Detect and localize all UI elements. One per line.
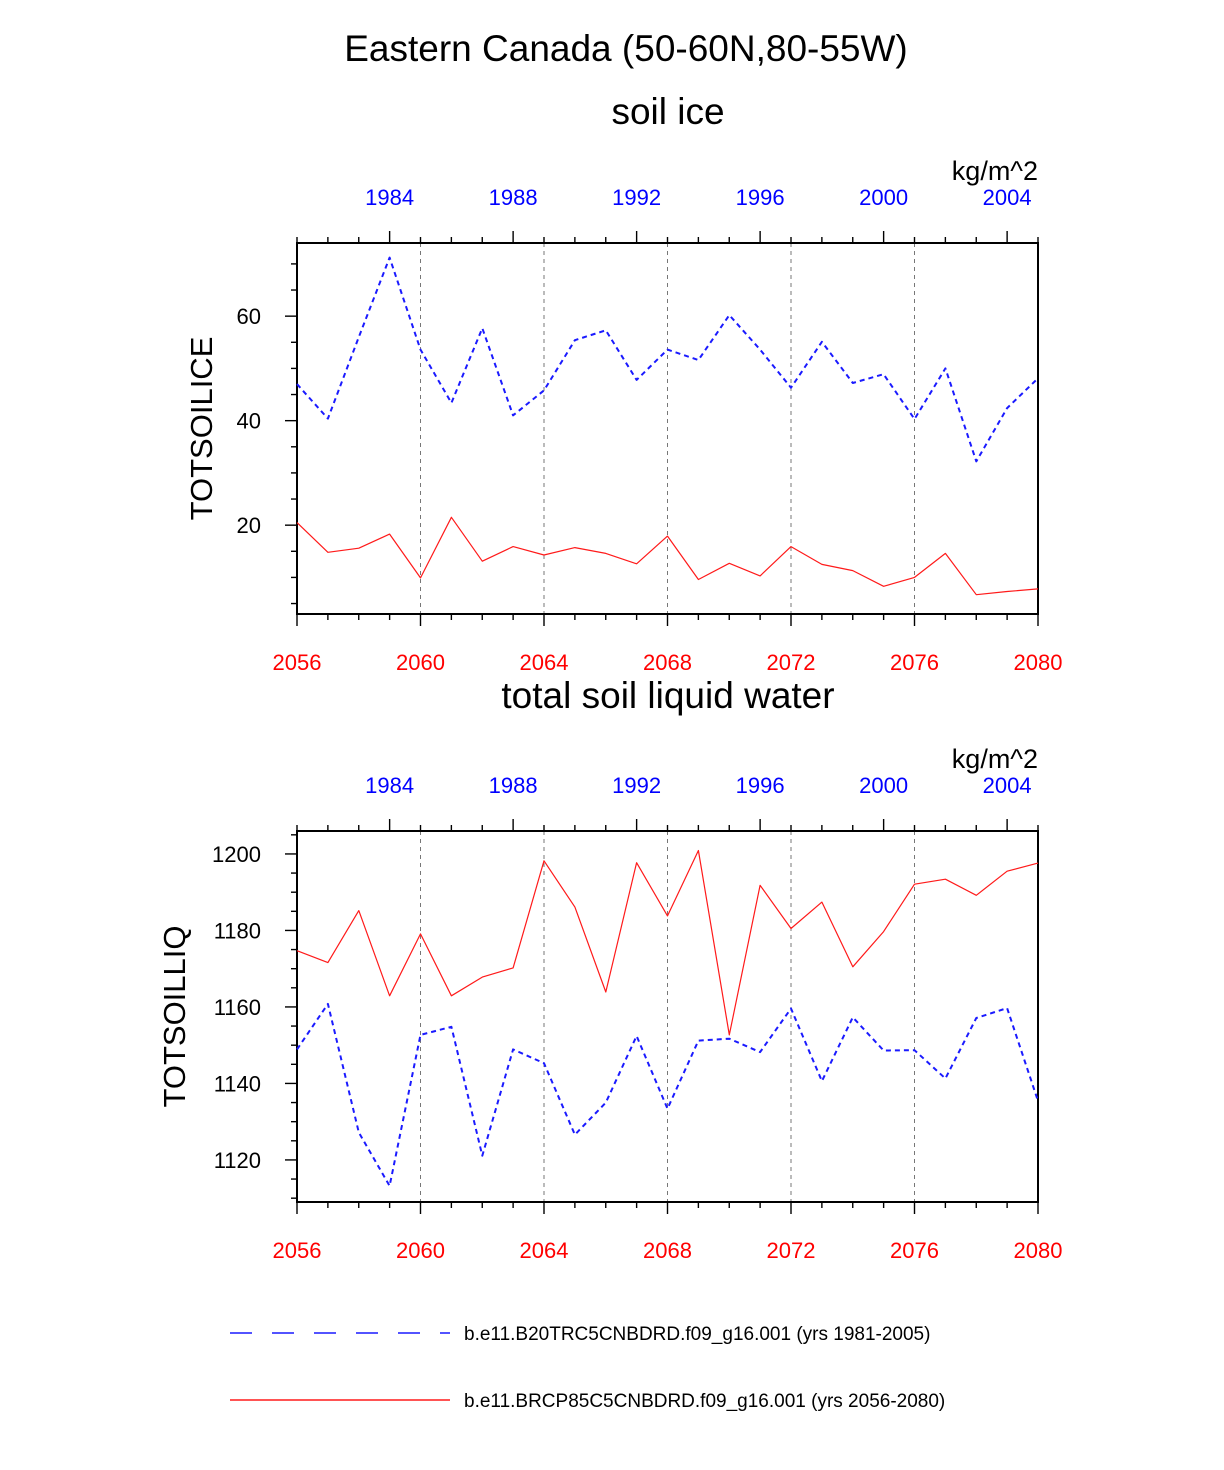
soil-ice-title: soil ice: [611, 91, 724, 132]
soil-liquid-x-top-tick-label: 2000: [859, 773, 908, 798]
soil-ice-x-bottom-tick-label: 2080: [1014, 650, 1063, 675]
soil-ice-historical-series-line: [296, 256, 1039, 463]
soil-liquid-y-axis-label: TOTSOILLIQ: [157, 925, 192, 1107]
soil-liquid-future-series-line: [296, 849, 1039, 1036]
soil-liquid-title: total soil liquid water: [501, 675, 834, 716]
main-title: Eastern Canada (50-60N,80-55W): [344, 28, 908, 69]
soil-liquid-x-bottom-tick-label: 2056: [273, 1238, 322, 1263]
soil-ice-x-bottom-tick-label: 2072: [767, 650, 816, 675]
soil-ice-x-top-tick-label: 1984: [365, 185, 414, 210]
soil-liquid-y-tick-label: 1120: [214, 1148, 261, 1173]
soil-ice-x-top-tick-label: 1992: [612, 185, 661, 210]
soil-liquid-x-top-tick-label: 1996: [736, 773, 785, 798]
soil-liquid-x-top-tick-label: 2004: [983, 773, 1032, 798]
soil-liquid-x-bottom-tick-label: 2080: [1014, 1238, 1063, 1263]
soil-ice-x-bottom-tick-label: 2056: [273, 650, 322, 675]
soil-liquid-x-top-tick-label: 1988: [489, 773, 538, 798]
soil-ice-future-series-line: [296, 516, 1039, 596]
soil-ice-x-top-tick-label: 1996: [736, 185, 785, 210]
legend-label-future: b.e11.BRCP85C5CNBDRD.f09_g16.001 (yrs 20…: [464, 1391, 945, 1412]
soil-liquid-y-tick-label: 1140: [214, 1071, 261, 1096]
soil-ice-x-top-tick-label: 2004: [983, 185, 1032, 210]
soil-liquid-x-top-tick-label: 1984: [365, 773, 414, 798]
soil-liquid-y-tick-label: 1180: [214, 918, 261, 943]
soil-ice-units-label: kg/m^2: [952, 156, 1038, 186]
soil-liquid-y-tick-label: 1160: [214, 995, 261, 1020]
soil-ice-y-tick-label: 60: [237, 304, 261, 329]
soil-ice-y-axis-label: TOTSOILICE: [184, 337, 219, 521]
soil-liquid-units-label: kg/m^2: [952, 744, 1038, 774]
soil-liquid-x-bottom-tick-label: 2068: [643, 1238, 692, 1263]
soil-liquid-historical-series-line: [296, 1002, 1039, 1187]
soil-liquid-y-tick-label: 1200: [212, 842, 261, 867]
soil-ice-y-tick-label: 40: [237, 409, 261, 434]
soil-liquid-x-bottom-tick-label: 2064: [520, 1238, 569, 1263]
soil-liquid-x-bottom-tick-label: 2060: [396, 1238, 445, 1263]
soil-liquid-x-top-tick-label: 1992: [612, 773, 661, 798]
soil-ice-x-bottom-tick-label: 2064: [520, 650, 569, 675]
soil-ice-x-top-tick-label: 1988: [489, 185, 538, 210]
soil-ice-x-bottom-tick-label: 2076: [890, 650, 939, 675]
legend: b.e11.B20TRC5CNBDRD.f09_g16.001 (yrs 198…: [230, 1324, 945, 1412]
legend-label-historical: b.e11.B20TRC5CNBDRD.f09_g16.001 (yrs 198…: [464, 1324, 930, 1345]
soil-ice-x-bottom-tick-label: 2068: [643, 650, 692, 675]
soil-ice-x-top-tick-label: 2000: [859, 185, 908, 210]
soil-ice-y-tick-label: 20: [237, 513, 261, 538]
soil-liquid-x-bottom-tick-label: 2072: [767, 1238, 816, 1263]
soil-liquid-x-bottom-tick-label: 2076: [890, 1238, 939, 1263]
soil-ice-x-bottom-tick-label: 2060: [396, 650, 445, 675]
soil-liquid-water-panel: total soil liquid water kg/m^2 TOTSOILLIQ 2…: [157, 675, 1062, 1263]
